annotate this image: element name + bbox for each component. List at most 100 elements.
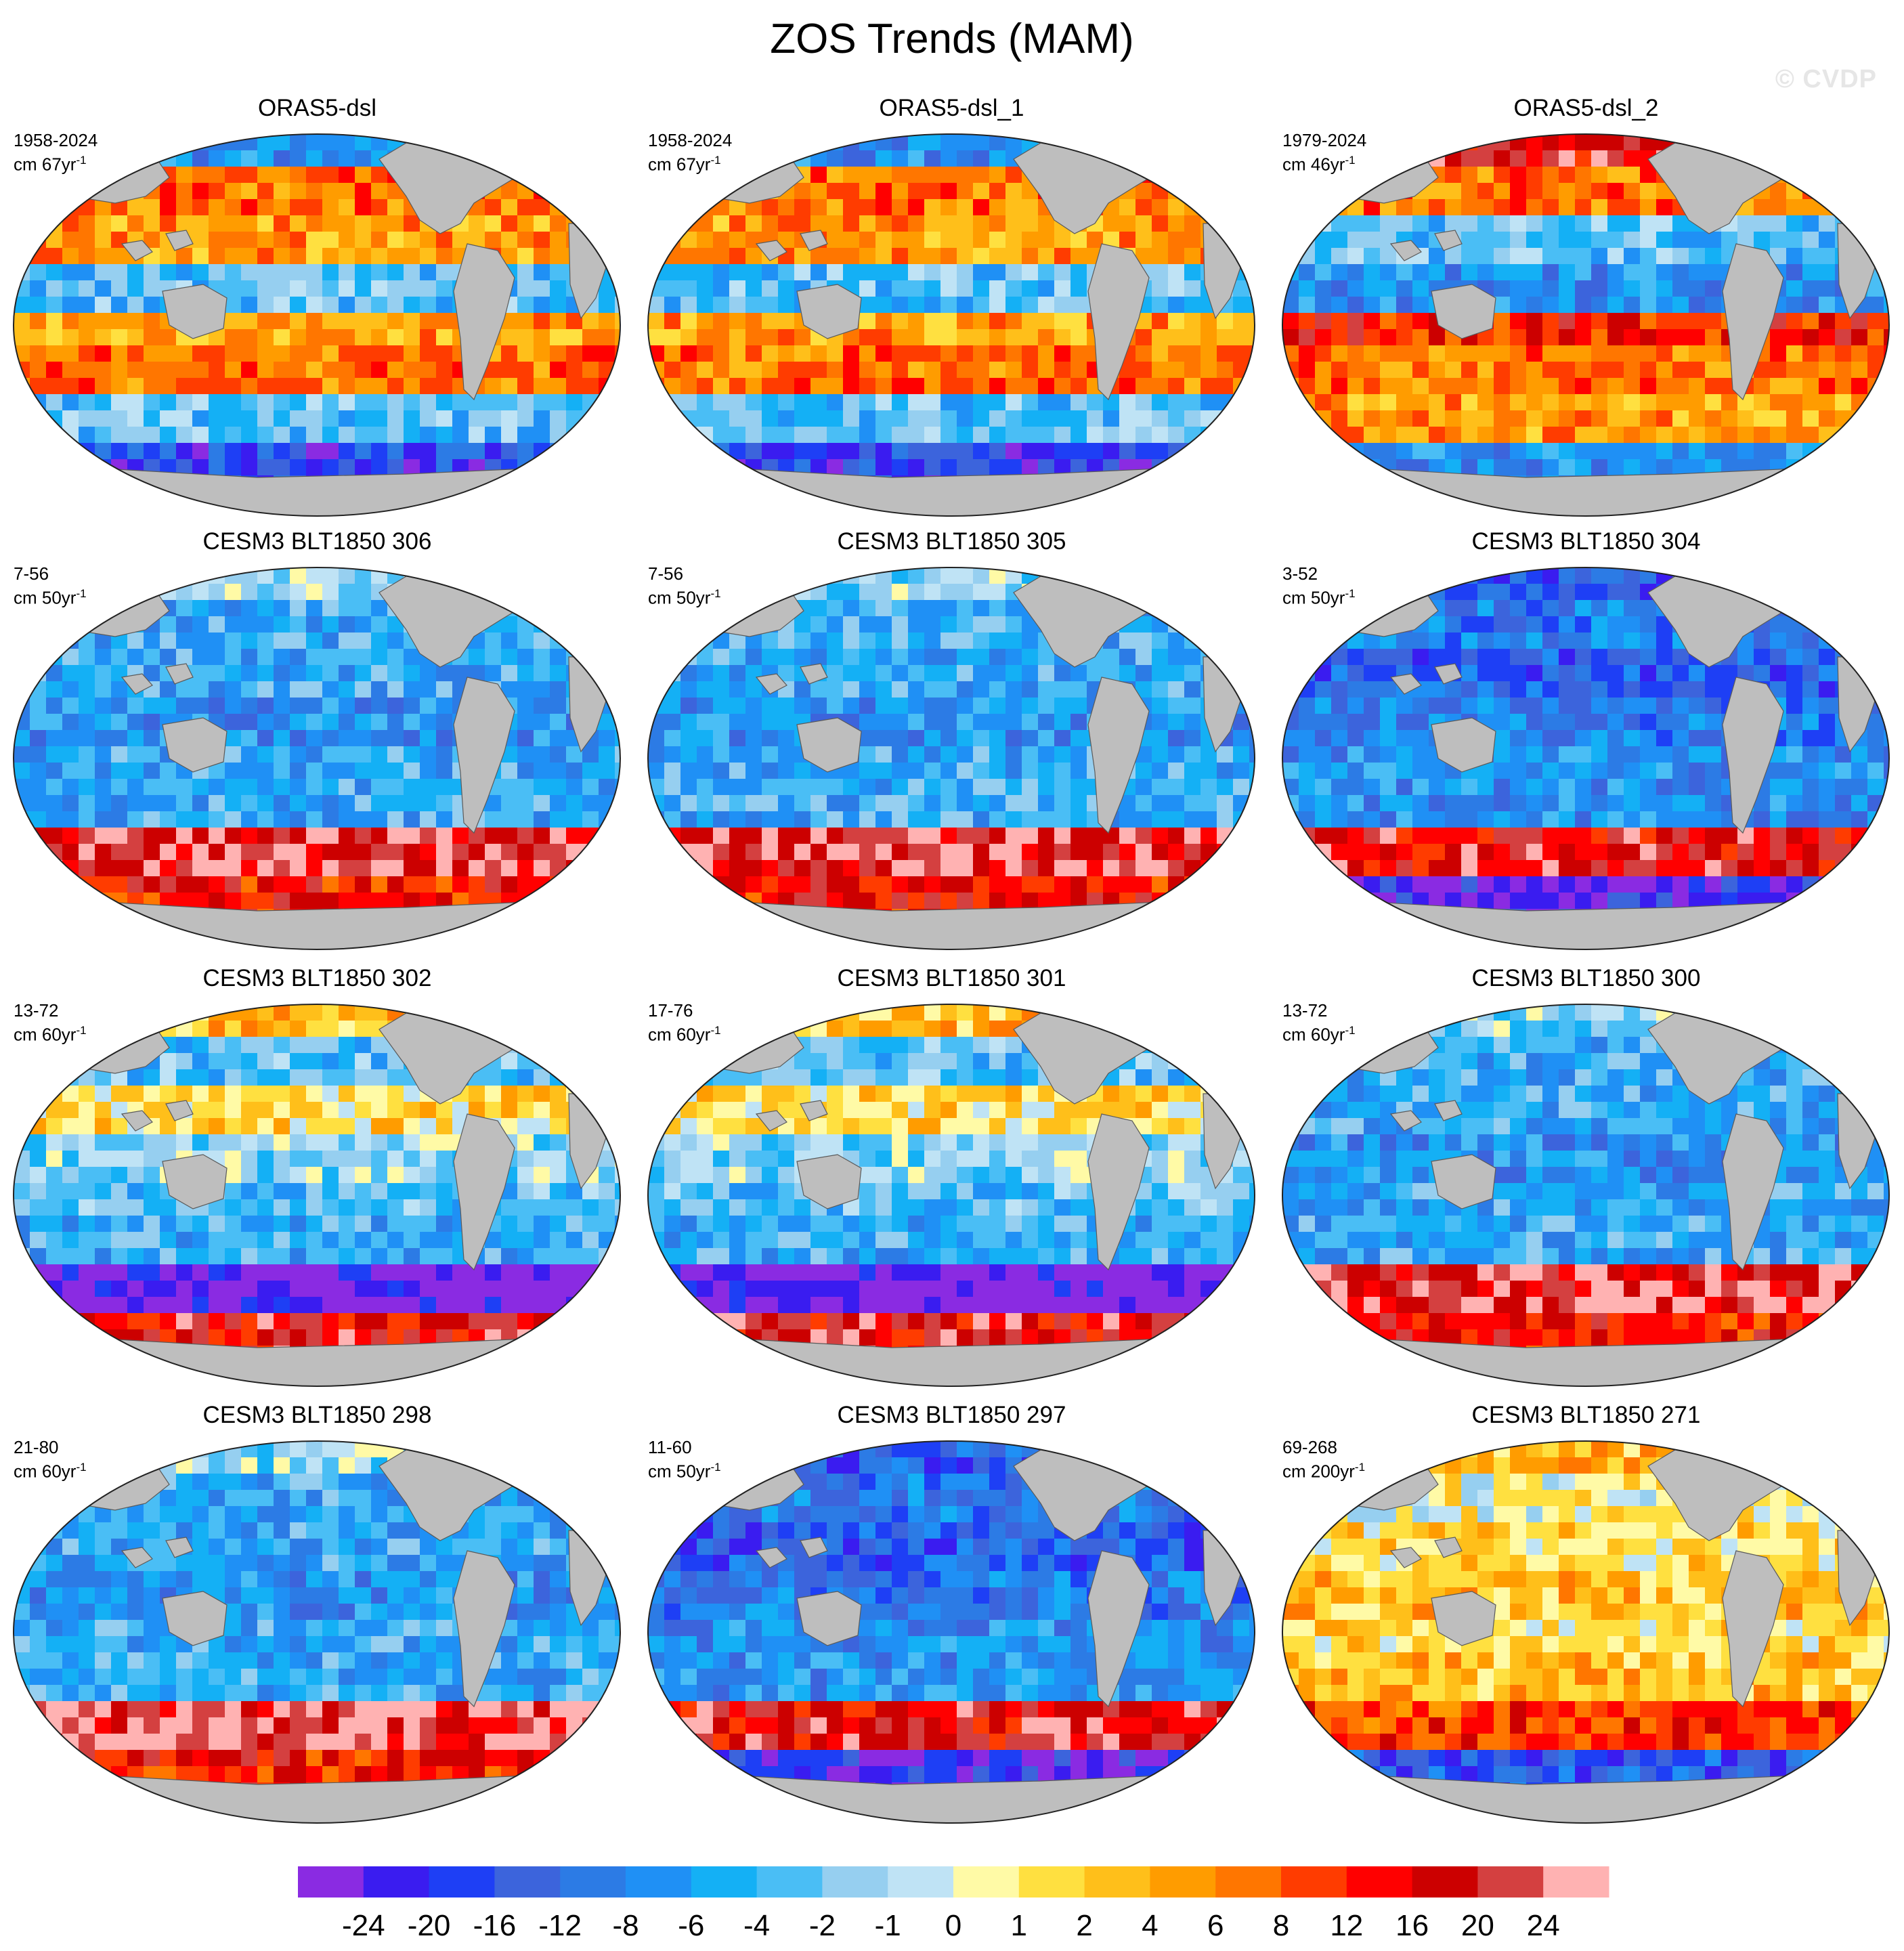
colorbar-label: 8 xyxy=(1273,1909,1289,1942)
colorbar-swatch xyxy=(1018,1866,1085,1898)
map-border xyxy=(647,567,1255,950)
colorbar-swatch xyxy=(691,1866,758,1898)
map-panel: CESM3 BLT1850 306 7-56 cm 50yr-1 xyxy=(0,433,634,950)
map-canvas xyxy=(1282,567,1890,950)
map-border xyxy=(1282,1004,1890,1387)
colorbar-swatch xyxy=(1150,1866,1216,1898)
colorbar-label: -12 xyxy=(538,1909,582,1942)
panel-years: 69-268 xyxy=(1282,1437,1337,1457)
map-border xyxy=(1282,567,1890,950)
panel-units: cm 67yr-1 xyxy=(648,154,721,175)
map-canvas xyxy=(647,1440,1255,1824)
map-panel: CESM3 BLT1850 305 7-56 cm 50yr-1 xyxy=(634,433,1269,950)
panel-years: 7-56 xyxy=(14,563,49,584)
map-panel: CESM3 BLT1850 271 69-268 cm 200yr-1 xyxy=(1269,1307,1903,1824)
map-border xyxy=(13,567,621,950)
colorbar-label: -2 xyxy=(809,1909,836,1942)
map-border xyxy=(1282,1440,1890,1824)
panel-units: cm 67yr-1 xyxy=(14,154,87,175)
map-panel: CESM3 BLT1850 304 3-52 cm 50yr-1 xyxy=(1269,433,1903,950)
colorbar-swatch xyxy=(1281,1866,1347,1898)
panel-title: CESM3 BLT1850 306 xyxy=(202,528,432,555)
panel-years: 7-56 xyxy=(648,563,684,584)
colorbar-label: 12 xyxy=(1330,1909,1363,1942)
panel-years: 13-72 xyxy=(1282,1000,1328,1021)
panel-years: 21-80 xyxy=(14,1437,59,1457)
panel-years: 13-72 xyxy=(14,1000,59,1021)
panel-years: 1958-2024 xyxy=(648,130,733,150)
map-panel: CESM3 BLT1850 302 13-72 cm 60yr-1 xyxy=(0,870,634,1387)
colorbar-label: 0 xyxy=(945,1909,961,1942)
colorbar-swatch xyxy=(888,1866,954,1898)
colorbar-label: 1 xyxy=(1011,1909,1027,1942)
colorbar-swatch xyxy=(1412,1866,1478,1898)
colorbar-swatch xyxy=(298,1866,364,1898)
map-border xyxy=(647,133,1255,517)
figure-title: ZOS Trends (MAM) xyxy=(770,16,1134,62)
panel-units: cm 60yr-1 xyxy=(14,1461,87,1482)
map-canvas xyxy=(1282,133,1890,517)
map-border xyxy=(13,133,621,517)
map-canvas xyxy=(13,1004,621,1387)
map-canvas xyxy=(647,133,1255,517)
panel-title: CESM3 BLT1850 302 xyxy=(202,965,432,991)
panel-title: CESM3 BLT1850 271 xyxy=(1471,1402,1701,1428)
colorbar-swatch xyxy=(1543,1866,1609,1898)
colorbar-label: -8 xyxy=(612,1909,639,1942)
colorbar-swatch xyxy=(429,1866,495,1898)
colorbar-label: 4 xyxy=(1142,1909,1158,1942)
map-border xyxy=(647,1004,1255,1387)
panel-units: cm 60yr-1 xyxy=(648,1024,721,1045)
panel-title: CESM3 BLT1850 300 xyxy=(1471,965,1701,991)
colorbar-swatch xyxy=(494,1866,561,1898)
colorbar-label: -6 xyxy=(678,1909,704,1942)
colorbar-label: -16 xyxy=(473,1909,517,1942)
colorbar-label: 16 xyxy=(1395,1909,1429,1942)
colorbar-swatch xyxy=(1477,1866,1544,1898)
colorbar-swatch xyxy=(756,1866,823,1898)
panel-units: cm 60yr-1 xyxy=(14,1024,87,1045)
colorbar-label: -24 xyxy=(342,1909,385,1942)
panel-units: cm 50yr-1 xyxy=(1282,587,1356,608)
map-panel: ORAS5-dsl 1958-2024 cm 67yr-1 xyxy=(0,0,634,517)
panel-units: cm 46yr-1 xyxy=(1282,154,1356,175)
colorbar-label: -1 xyxy=(875,1909,901,1942)
colorbar-label: -4 xyxy=(743,1909,770,1942)
panel-title: CESM3 BLT1850 297 xyxy=(837,1402,1066,1428)
panel-units: cm 50yr-1 xyxy=(648,1461,721,1482)
colorbar-swatch xyxy=(560,1866,626,1898)
map-panel: CESM3 BLT1850 301 17-76 cm 60yr-1 xyxy=(634,870,1269,1387)
panel-years: 1979-2024 xyxy=(1282,130,1367,150)
map-canvas xyxy=(13,1440,621,1824)
colorbar-label: -20 xyxy=(408,1909,451,1942)
colorbar-label: 2 xyxy=(1076,1909,1092,1942)
map-canvas xyxy=(13,567,621,950)
map-panel: ORAS5-dsl_2 1979-2024 cm 46yr-1 xyxy=(1269,0,1903,517)
panel-title: CESM3 BLT1850 304 xyxy=(1471,528,1701,555)
map-border xyxy=(1282,133,1890,517)
panel-title: CESM3 BLT1850 305 xyxy=(837,528,1066,555)
panel-years: 1958-2024 xyxy=(14,130,98,150)
panel-title: ORAS5-dsl xyxy=(257,95,377,121)
watermark: © CVDP xyxy=(1775,65,1877,93)
colorbar-swatch xyxy=(953,1866,1020,1898)
map-panel: CESM3 BLT1850 298 21-80 cm 60yr-1 xyxy=(0,1307,634,1824)
colorbar-swatch xyxy=(626,1866,692,1898)
map-panel: ORAS5-dsl_1 1958-2024 cm 67yr-1 xyxy=(634,0,1269,517)
panel-years: 17-76 xyxy=(648,1000,693,1021)
map-border xyxy=(13,1004,621,1387)
colorbar-label: 20 xyxy=(1461,1909,1494,1942)
colorbar-swatch xyxy=(822,1866,888,1898)
colorbar-swatch xyxy=(363,1866,430,1898)
panel-title: ORAS5-dsl_1 xyxy=(879,95,1024,121)
colorbar-swatch xyxy=(1084,1866,1150,1898)
map-border xyxy=(647,1440,1255,1824)
colorbar-label: 24 xyxy=(1527,1909,1560,1942)
colorbar-swatch xyxy=(1346,1866,1413,1898)
map-canvas xyxy=(647,1004,1255,1387)
panel-title: ORAS5-dsl_2 xyxy=(1513,95,1659,121)
map-canvas xyxy=(647,567,1255,950)
panel-units: cm 50yr-1 xyxy=(14,587,87,608)
map-canvas xyxy=(1282,1004,1890,1387)
map-canvas xyxy=(13,133,621,517)
